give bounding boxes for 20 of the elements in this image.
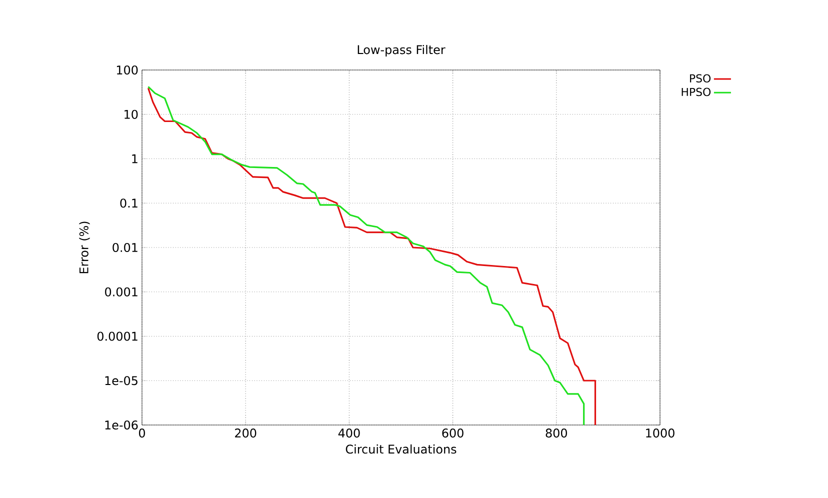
y-tick-label: 1 xyxy=(132,154,138,164)
chart-title: Low-pass Filter xyxy=(358,44,446,57)
legend-label: PSO xyxy=(690,74,711,82)
y-tick-label: 0.0001 xyxy=(97,332,138,341)
x-tick-label: 200 xyxy=(235,428,256,438)
y-tick-label: 0.01 xyxy=(112,242,138,252)
y-tick-label: 1e-06 xyxy=(105,420,138,430)
y-tick-label: 0.1 xyxy=(120,198,138,208)
x-tick-label: 0 xyxy=(138,428,146,438)
x-tick-label: 600 xyxy=(442,428,464,438)
x-tick-label: 800 xyxy=(546,428,568,438)
y-tick-label: 0.001 xyxy=(105,287,138,296)
y-tick-label: 1e-05 xyxy=(105,376,138,386)
y-tick-label: 10 xyxy=(124,110,138,119)
x-axis-title: Circuit Evaluations xyxy=(346,444,456,454)
y-tick-label: 100 xyxy=(116,65,138,75)
x-tick-label: 1000 xyxy=(646,428,674,438)
legend-label: HPSO xyxy=(682,88,711,96)
x-tick-label: 400 xyxy=(338,428,360,438)
y-axis-title: Error (%) xyxy=(79,222,90,274)
